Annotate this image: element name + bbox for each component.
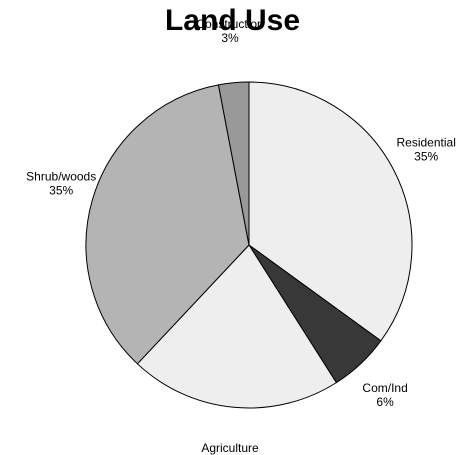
slice-label: Construction bbox=[196, 17, 263, 31]
pie-slice-residential bbox=[248, 81, 413, 342]
pie-slice-agriculture bbox=[136, 244, 338, 409]
slice-percent-label: 3% bbox=[221, 31, 239, 45]
slice-label: Residential bbox=[397, 136, 456, 150]
pie-slice-construction bbox=[217, 81, 250, 246]
pie-slice-shrub-woods bbox=[85, 84, 250, 365]
slice-label: Shrub/woods bbox=[26, 169, 96, 183]
slice-label: Com/Ind bbox=[362, 381, 407, 395]
slice-percent-label: 35% bbox=[49, 183, 73, 197]
chart-title: Land Use bbox=[164, 4, 301, 37]
slice-percent-label: 35% bbox=[414, 150, 438, 164]
slice-percent-label: 6% bbox=[376, 395, 394, 409]
slice-label: Agriculture bbox=[201, 441, 259, 455]
